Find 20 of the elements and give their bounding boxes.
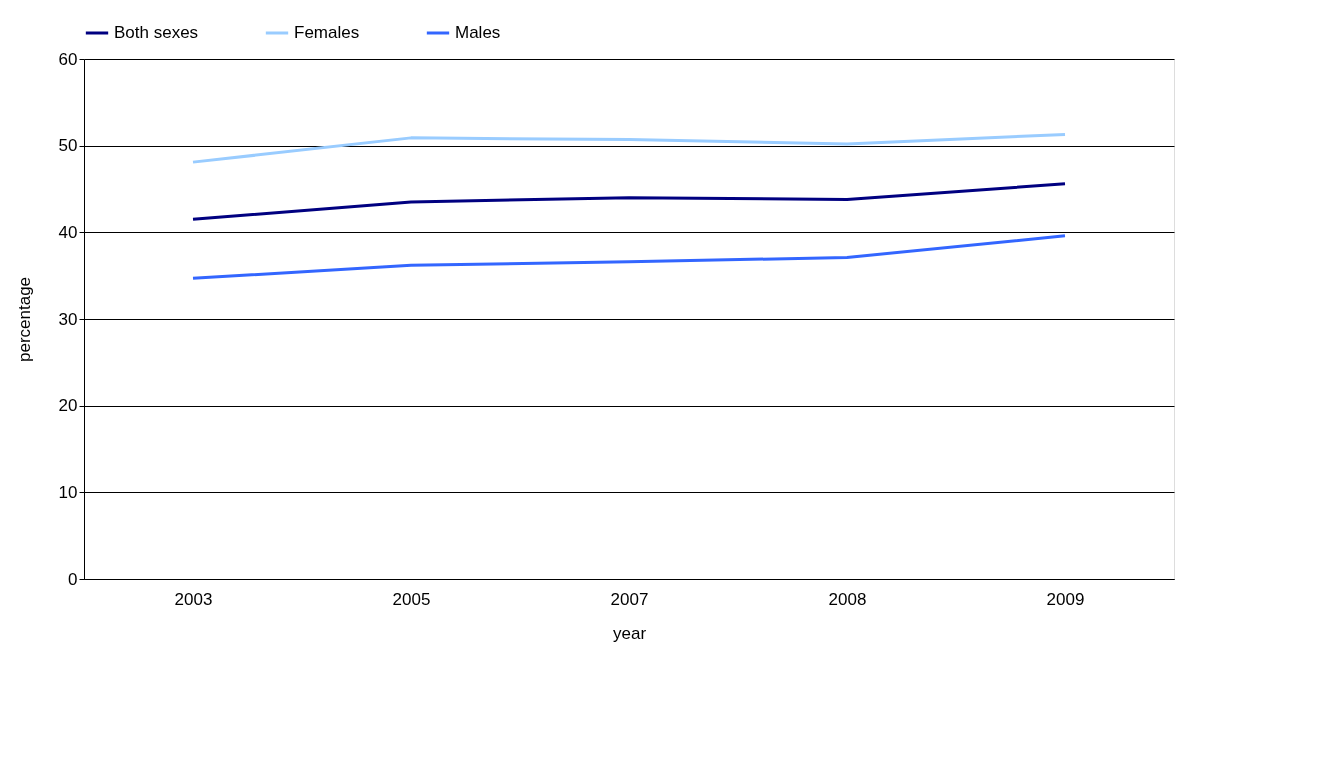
x-tick-label: 2008 [828,589,867,609]
x-tick-label: 2003 [174,589,213,609]
y-axis-title: percentage [14,276,34,363]
x-axis-title: year [612,623,647,643]
y-tick-label: 0 [68,569,78,589]
y-tick-label: 20 [58,396,78,416]
legend-label: Females [294,23,360,42]
x-tick-label: 2009 [1046,589,1085,609]
line-series [191,132,1067,164]
y-tick-label: 40 [58,222,78,242]
y-tick-label: 50 [58,136,78,156]
legend-label: Males [455,23,501,42]
line-series [191,234,1067,280]
y-tick-label: 60 [58,49,78,69]
x-tick-label: 2005 [392,589,431,609]
line-series [191,182,1067,221]
legend-label: Both sexes [114,23,199,42]
y-tick-label: 10 [58,482,78,502]
y-tick-label: 30 [58,309,78,329]
x-tick-label: 2007 [610,589,649,609]
